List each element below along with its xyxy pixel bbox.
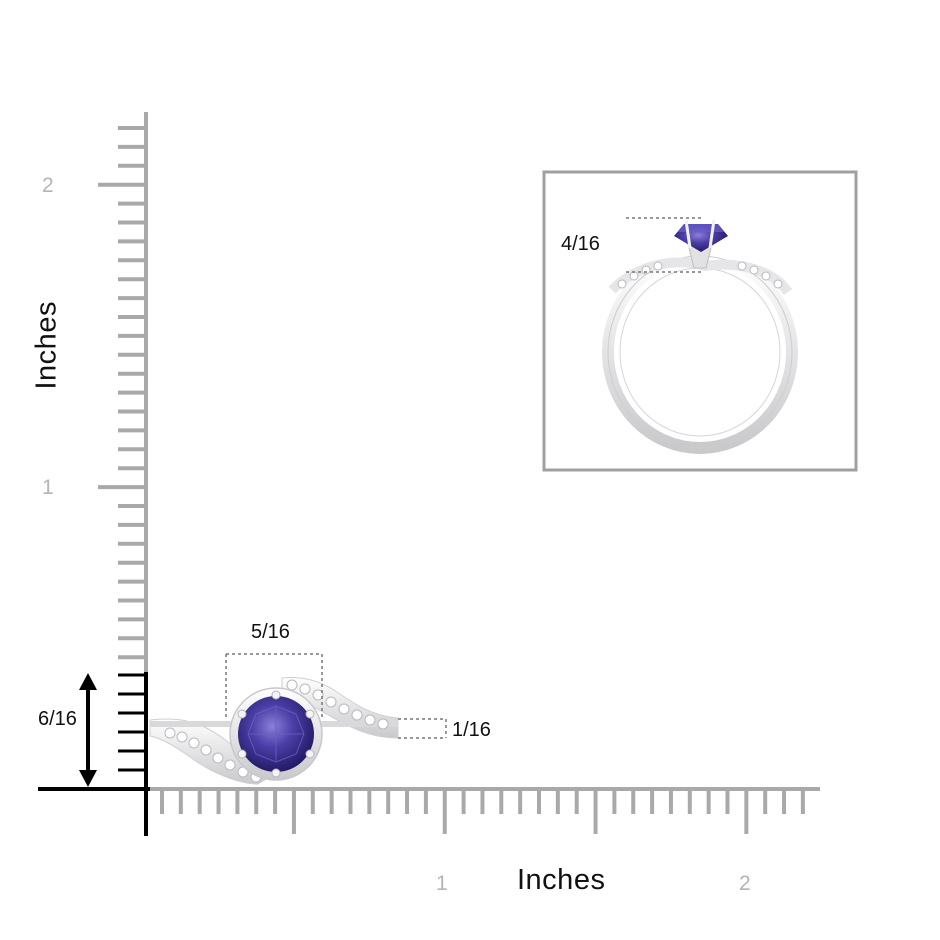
setting-height-label: 6/16 — [38, 708, 78, 730]
setting-height-value: 6/16 — [38, 708, 77, 730]
origin-axes — [38, 672, 150, 836]
y-tick-label-2: 2 — [42, 174, 54, 197]
x-axis-title: Inches — [517, 864, 606, 896]
side-height-guide — [626, 217, 702, 273]
horizontal-ruler — [146, 787, 820, 834]
ring-top-view — [149, 677, 399, 785]
height-arrow — [79, 673, 97, 787]
side-view-inset — [542, 170, 858, 472]
band-width-label: 1/16 — [452, 719, 491, 741]
band-width-guide — [398, 718, 447, 739]
x-tick-label-1: 1 — [436, 872, 448, 895]
vertical-ruler — [98, 112, 148, 672]
stone-width-label: 5/16 — [251, 621, 290, 643]
stone-width-guide — [225, 653, 323, 720]
y-axis-title: Inches — [30, 301, 63, 390]
y-tick-label-1: 1 — [42, 476, 54, 499]
x-tick-label-2: 2 — [739, 872, 751, 895]
side-height-label: 4/16 — [561, 233, 600, 255]
